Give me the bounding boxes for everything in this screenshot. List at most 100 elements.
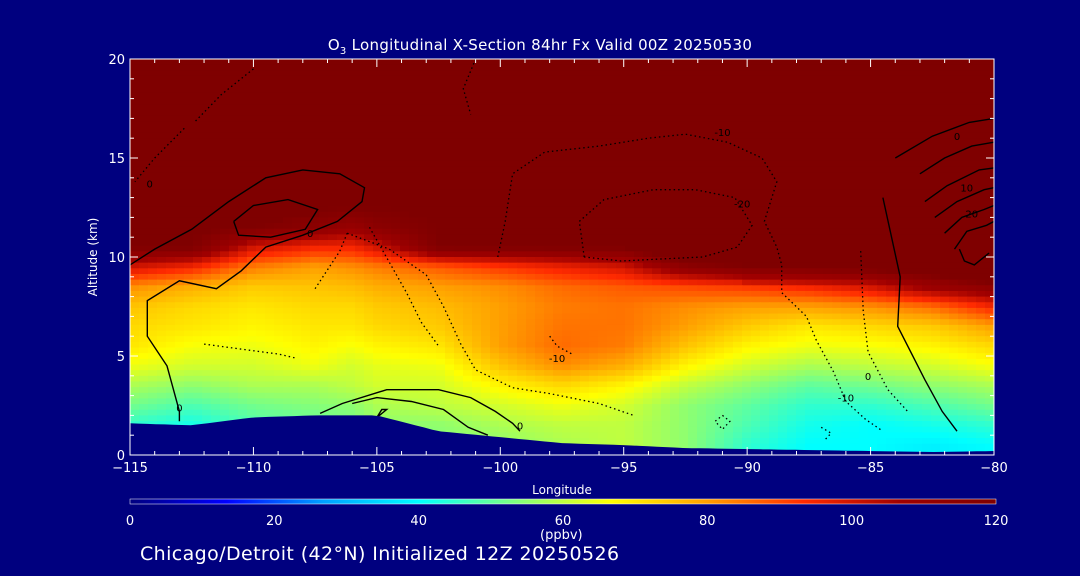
field-cell: [706, 285, 716, 292]
field-cell: [427, 240, 437, 247]
field-cell: [310, 121, 320, 128]
field-cell: [544, 223, 554, 230]
field-cell: [319, 262, 329, 269]
field-cell: [841, 87, 851, 94]
field-cell: [139, 296, 149, 303]
field-cell: [130, 290, 140, 298]
field-cell: [364, 121, 374, 128]
field-cell: [427, 92, 437, 100]
field-cell: [517, 285, 527, 292]
field-cell: [472, 200, 482, 207]
field-cell: [571, 296, 581, 303]
field-cell: [184, 240, 194, 247]
field-cell: [193, 132, 203, 139]
field-cell: [886, 279, 896, 286]
field-cell: [157, 177, 167, 185]
field-cell: [274, 98, 284, 105]
field-cell: [832, 194, 842, 202]
field-cell: [301, 155, 311, 162]
field-cell: [742, 177, 752, 185]
field-cell: [193, 319, 203, 326]
field-cell: [715, 206, 725, 213]
field-cell: [265, 319, 275, 326]
field-cell: [481, 87, 491, 94]
field-cell: [301, 324, 311, 332]
field-cell: [841, 228, 851, 235]
field-cell: [202, 324, 212, 332]
field-cell: [346, 240, 356, 247]
field-cell: [220, 166, 230, 173]
field-cell: [364, 143, 374, 151]
field-cell: [589, 313, 599, 320]
field-cell: [868, 104, 878, 111]
field-cell: [535, 223, 545, 230]
field-cell: [130, 200, 140, 207]
field-cell: [967, 285, 977, 292]
field-cell: [652, 319, 662, 326]
field-cell: [292, 132, 302, 139]
field-cell: [706, 132, 716, 139]
field-cell: [760, 172, 770, 179]
field-cell: [193, 262, 203, 269]
field-cell: [796, 121, 806, 128]
field-cell: [427, 341, 437, 349]
field-cell: [895, 296, 905, 303]
field-cell: [940, 194, 950, 202]
field-cell: [814, 166, 824, 173]
field-cell: [310, 126, 320, 134]
field-cell: [553, 313, 563, 320]
field-cell: [832, 296, 842, 303]
field-cell: [643, 217, 653, 224]
field-cell: [985, 149, 994, 156]
field-cell: [301, 59, 311, 66]
field-cell: [940, 206, 950, 213]
field-cell: [697, 143, 707, 151]
field-cell: [634, 290, 644, 298]
field-cell: [643, 121, 653, 128]
field-cell: [265, 302, 275, 309]
field-cell: [418, 194, 428, 202]
field-cell: [328, 211, 338, 218]
field-cell: [463, 81, 473, 88]
field-cell: [724, 200, 734, 207]
field-cell: [328, 228, 338, 235]
field-cell: [337, 149, 347, 156]
field-cell: [805, 149, 815, 156]
field-cell: [553, 330, 563, 337]
field-cell: [571, 183, 581, 190]
field-cell: [787, 138, 797, 145]
field-cell: [292, 285, 302, 292]
field-cell: [256, 279, 266, 286]
field-cell: [508, 330, 518, 337]
field-cell: [715, 92, 725, 100]
field-cell: [634, 234, 644, 241]
field-cell: [238, 59, 248, 66]
field-cell: [805, 285, 815, 292]
field-cell: [895, 330, 905, 337]
field-cell: [949, 81, 959, 88]
field-cell: [985, 206, 994, 213]
field-cell: [868, 172, 878, 179]
field-cell: [742, 268, 752, 275]
field-cell: [724, 109, 734, 117]
field-cell: [481, 234, 491, 241]
field-cell: [256, 240, 266, 247]
field-cell: [544, 138, 554, 145]
field-cell: [490, 313, 500, 320]
field-cell: [247, 126, 257, 134]
field-cell: [454, 279, 464, 286]
field-cell: [877, 234, 887, 241]
field-cell: [733, 132, 743, 139]
field-cell: [886, 330, 896, 337]
field-cell: [589, 183, 599, 190]
field-cell: [472, 64, 482, 71]
field-cell: [319, 166, 329, 173]
field-cell: [319, 189, 329, 196]
field-cell: [751, 126, 761, 134]
field-cell: [850, 75, 860, 83]
field-cell: [544, 206, 554, 213]
field-cell: [274, 262, 284, 269]
field-cell: [391, 172, 401, 179]
field-cell: [805, 223, 815, 230]
field-cell: [490, 132, 500, 139]
